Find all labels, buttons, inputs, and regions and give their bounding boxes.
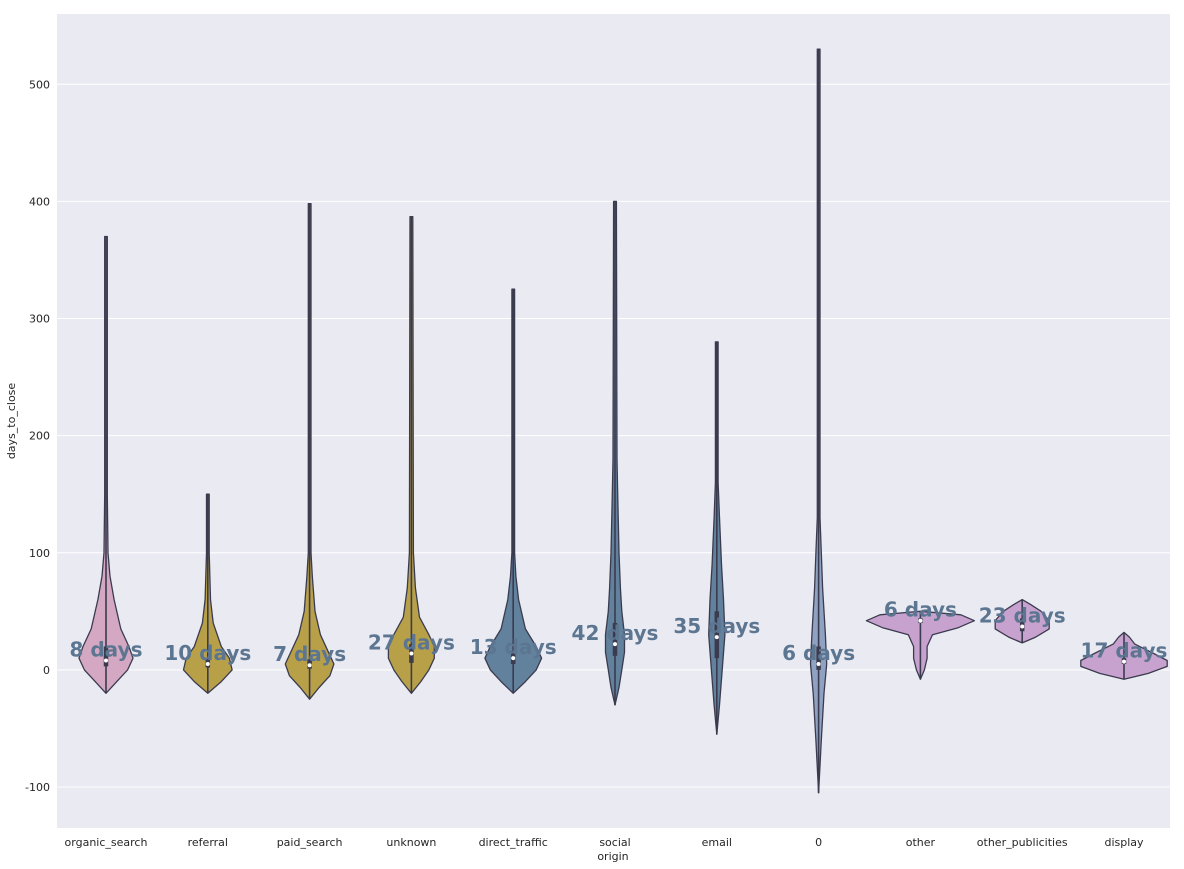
x-tick-label: other_publicities bbox=[977, 836, 1068, 849]
x-tick-label: other bbox=[906, 836, 936, 849]
median-annotation: 10 days bbox=[164, 641, 251, 665]
y-tick-label: 100 bbox=[29, 547, 50, 560]
violin-median bbox=[511, 656, 516, 661]
median-annotation: 6 days bbox=[782, 641, 855, 665]
violin-unknown bbox=[387, 215, 435, 694]
y-tick-label: 500 bbox=[29, 78, 50, 91]
median-annotation: 35 days bbox=[673, 614, 760, 638]
violin-median bbox=[816, 662, 821, 667]
x-axis-label: origin bbox=[597, 850, 628, 863]
violins bbox=[78, 48, 1168, 794]
violin-referral bbox=[182, 493, 233, 694]
median-annotation: 27 days bbox=[368, 630, 455, 654]
y-axis-label: days_to_close bbox=[5, 383, 18, 460]
violin-direct_traffic bbox=[484, 288, 543, 694]
x-tick-label: 0 bbox=[815, 836, 822, 849]
violin-median bbox=[205, 662, 210, 667]
y-tick-label: 0 bbox=[43, 664, 50, 677]
median-annotation: 6 days bbox=[884, 598, 957, 622]
x-tick-label: organic_search bbox=[65, 836, 148, 849]
y-tick-label: 200 bbox=[29, 430, 50, 443]
violin-other_publicities bbox=[994, 598, 1050, 644]
violin-median bbox=[409, 651, 414, 656]
x-tick-label: email bbox=[702, 836, 732, 849]
median-annotations: 8 days 10 days 7 days 27 days 13 days 42 days… bbox=[69, 598, 1167, 667]
x-tick-label: referral bbox=[188, 836, 228, 849]
violin-organic_search bbox=[78, 235, 134, 694]
violin-paid_search bbox=[284, 203, 335, 700]
x-tick-label: unknown bbox=[386, 836, 436, 849]
x-tick-label: display bbox=[1104, 836, 1144, 849]
median-annotation: 7 days bbox=[273, 642, 346, 666]
y-tick-label: 400 bbox=[29, 195, 50, 208]
x-tick-labels: organic_search referral paid_search unknown… bbox=[65, 836, 1144, 849]
violin-median bbox=[918, 618, 923, 623]
median-annotation: 17 days bbox=[1081, 639, 1168, 663]
violin-0 bbox=[809, 48, 828, 794]
x-tick-label: paid_search bbox=[277, 836, 343, 849]
median-annotation: 42 days bbox=[572, 621, 659, 645]
violin-median bbox=[613, 642, 617, 647]
median-annotation: 8 days bbox=[69, 638, 142, 662]
median-annotation: 23 days bbox=[979, 604, 1066, 628]
violin-median bbox=[1020, 624, 1025, 629]
violin-median bbox=[714, 635, 719, 640]
y-tick-label: 300 bbox=[29, 313, 50, 326]
violin-other bbox=[865, 610, 976, 680]
x-tick-label: direct_traffic bbox=[479, 836, 548, 849]
violin-display bbox=[1080, 631, 1168, 680]
violin-email bbox=[708, 341, 726, 735]
y-tick-labels: -100 0 100 200 300 400 500 bbox=[25, 78, 50, 794]
violin-median bbox=[1122, 659, 1126, 664]
median-annotation: 13 days bbox=[470, 635, 557, 659]
x-tick-label: social bbox=[599, 836, 630, 849]
y-tick-label: -100 bbox=[25, 781, 50, 794]
violin-median bbox=[307, 663, 312, 668]
violin-median bbox=[104, 658, 108, 663]
violin-social bbox=[604, 200, 626, 706]
